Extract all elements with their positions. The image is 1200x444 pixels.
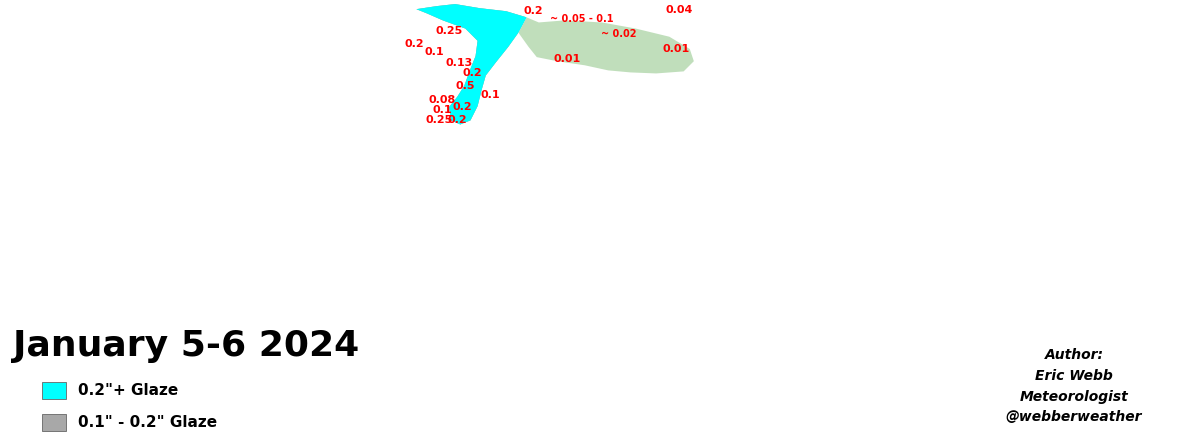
Text: January 5-6 2024: January 5-6 2024 xyxy=(13,329,359,363)
Text: 0.2: 0.2 xyxy=(448,115,467,125)
Text: 0.04: 0.04 xyxy=(666,5,694,15)
Text: 0.01: 0.01 xyxy=(662,44,690,54)
Text: 0.2: 0.2 xyxy=(463,68,482,79)
Text: 0.1" - 0.2" Glaze: 0.1" - 0.2" Glaze xyxy=(78,415,217,430)
Text: 0.5: 0.5 xyxy=(456,81,475,91)
Text: 0.2: 0.2 xyxy=(404,39,424,49)
Text: 0.08: 0.08 xyxy=(428,95,456,105)
Text: 0.1: 0.1 xyxy=(480,90,499,100)
Text: Author:
Eric Webb
Meteorologist
@webberweather: Author: Eric Webb Meteorologist @webberw… xyxy=(1006,349,1142,424)
Text: 0.25: 0.25 xyxy=(425,115,452,125)
Text: 0.2: 0.2 xyxy=(524,6,544,16)
Polygon shape xyxy=(416,4,527,124)
Text: 0.13: 0.13 xyxy=(445,58,473,68)
Text: 0.01: 0.01 xyxy=(553,54,581,64)
Polygon shape xyxy=(149,4,694,124)
Text: ~ 0.05 - 0.1: ~ 0.05 - 0.1 xyxy=(550,14,613,24)
Text: 0.1: 0.1 xyxy=(425,47,444,57)
Text: ~ 0.02: ~ 0.02 xyxy=(601,29,636,39)
Text: 0.1: 0.1 xyxy=(432,105,451,115)
Text: 0.25: 0.25 xyxy=(436,26,463,36)
Text: 0.2"+ Glaze: 0.2"+ Glaze xyxy=(78,383,179,398)
Polygon shape xyxy=(215,4,527,124)
Text: 0.2: 0.2 xyxy=(452,102,472,112)
